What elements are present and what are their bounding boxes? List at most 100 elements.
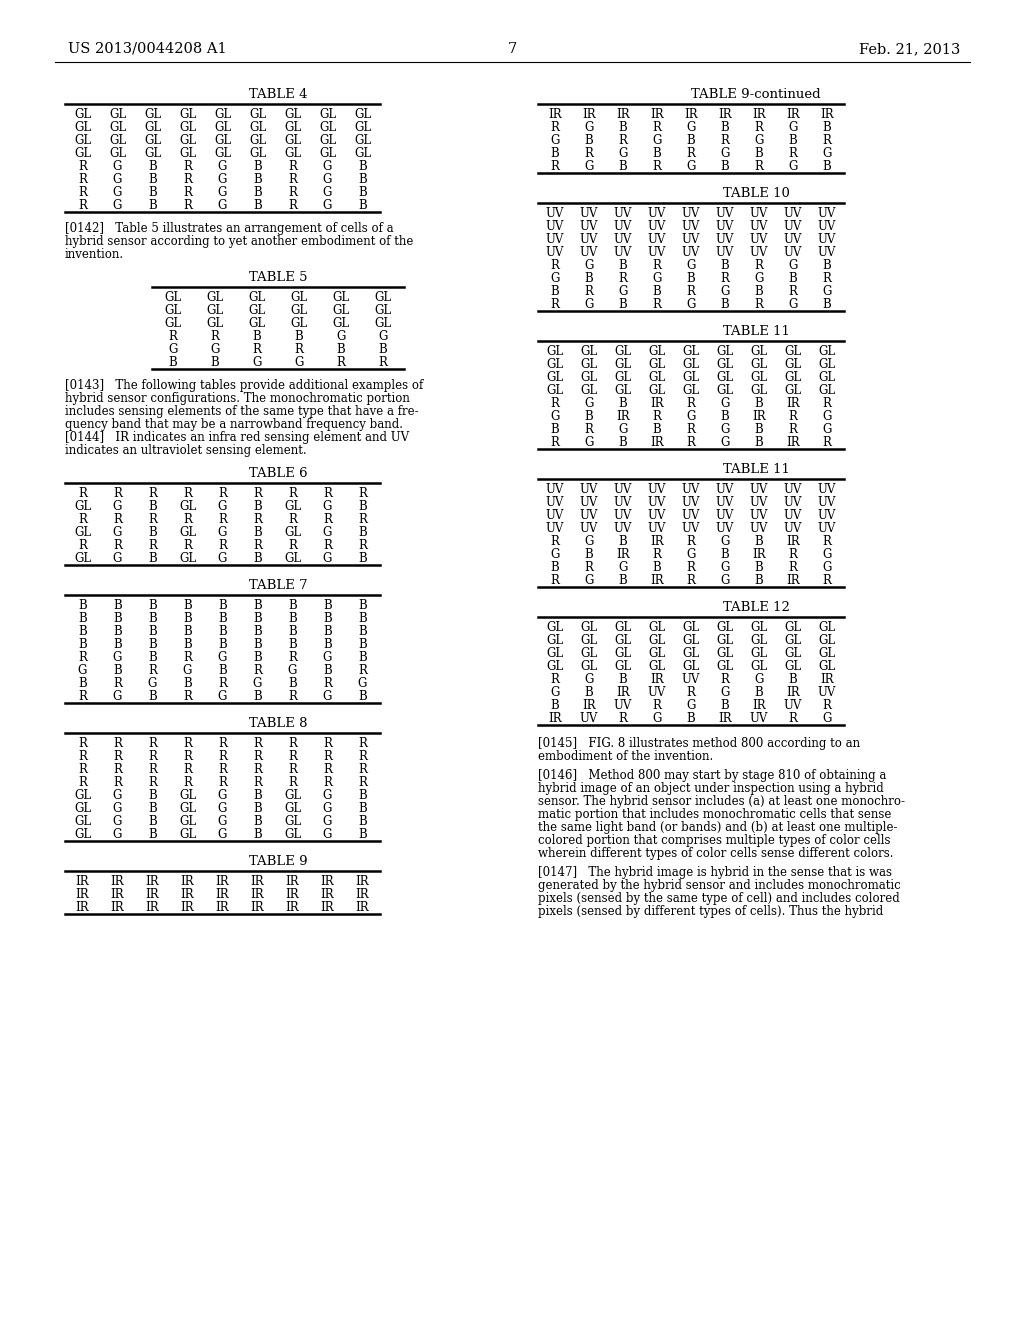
Text: R: R [721,135,729,147]
Text: TABLE 11: TABLE 11 [723,325,790,338]
Text: R: R [183,651,191,664]
Text: GL: GL [109,108,126,121]
Text: G: G [113,500,122,513]
Text: B: B [358,525,367,539]
Text: GL: GL [818,647,836,660]
Text: IR: IR [650,436,664,449]
Text: R: R [169,330,177,343]
Text: B: B [551,700,559,711]
Text: G: G [788,259,798,272]
Text: GL: GL [614,620,632,634]
Text: TABLE 8: TABLE 8 [249,717,307,730]
Text: G: G [218,186,227,199]
Text: GL: GL [214,121,231,135]
Text: G: G [788,298,798,312]
Text: UV: UV [783,246,802,259]
Text: G: G [323,690,332,704]
Text: GL: GL [751,660,768,673]
Text: hybrid sensor configurations. The monochromatic portion: hybrid sensor configurations. The monoch… [65,392,410,405]
Text: R: R [113,487,122,500]
Text: GL: GL [284,814,301,828]
Text: GL: GL [284,135,301,147]
Text: B: B [358,789,367,803]
Text: G: G [686,298,695,312]
Text: R: R [288,199,297,213]
Text: B: B [618,397,628,411]
Text: B: B [337,343,345,356]
Text: R: R [288,776,297,789]
Text: UV: UV [613,207,632,220]
Text: GL: GL [818,384,836,397]
Text: R: R [148,487,157,500]
Text: B: B [585,272,593,285]
Text: B: B [379,343,387,356]
Text: R: R [183,737,191,750]
Text: IR: IR [180,888,195,902]
Text: UV: UV [580,496,598,510]
Text: UV: UV [613,483,632,496]
Text: R: R [788,548,798,561]
Text: R: R [358,776,367,789]
Text: G: G [218,690,227,704]
Text: R: R [218,750,227,763]
Text: GL: GL [74,121,91,135]
Text: B: B [253,651,262,664]
Text: IR: IR [786,574,800,587]
Text: G: G [113,552,122,565]
Text: R: R [288,539,297,552]
Text: GL: GL [179,108,196,121]
Text: B: B [755,397,763,411]
Text: B: B [253,500,262,513]
Text: GL: GL [249,121,266,135]
Text: UV: UV [648,483,667,496]
Text: G: G [113,186,122,199]
Text: R: R [218,737,227,750]
Text: GL: GL [333,290,349,304]
Text: G: G [720,422,730,436]
Text: GL: GL [165,317,181,330]
Text: UV: UV [818,220,837,234]
Text: G: G [113,803,122,814]
Text: G: G [822,561,831,574]
Text: B: B [551,422,559,436]
Text: IR: IR [786,535,800,548]
Text: GL: GL [74,552,91,565]
Text: GL: GL [648,634,666,647]
Text: G: G [720,535,730,548]
Text: GL: GL [682,634,699,647]
Text: B: B [288,624,297,638]
Text: B: B [148,789,157,803]
Text: G: G [652,711,662,725]
Text: R: R [686,686,695,700]
Text: G: G [686,160,695,173]
Text: R: R [183,690,191,704]
Text: GL: GL [751,358,768,371]
Text: B: B [218,638,227,651]
Text: GL: GL [751,620,768,634]
Text: B: B [288,677,297,690]
Text: B: B [253,828,262,841]
Text: quency band that may be a narrowband frequency band.: quency band that may be a narrowband fre… [65,418,403,432]
Text: UV: UV [648,496,667,510]
Text: UV: UV [546,234,564,246]
Text: IR: IR [286,902,299,913]
Text: GL: GL [284,789,301,803]
Text: R: R [551,160,559,173]
Text: IR: IR [76,875,89,888]
Text: GL: GL [717,384,733,397]
Text: B: B [652,285,662,298]
Text: GL: GL [614,371,632,384]
Text: GL: GL [284,500,301,513]
Text: GL: GL [547,358,563,371]
Text: GL: GL [614,634,632,647]
Text: B: B [113,664,122,677]
Text: G: G [822,285,831,298]
Text: UV: UV [716,207,734,220]
Text: R: R [288,651,297,664]
Text: UV: UV [648,234,667,246]
Text: R: R [78,750,87,763]
Text: GL: GL [214,135,231,147]
Text: B: B [721,548,729,561]
Text: GL: GL [784,384,802,397]
Text: IR: IR [820,673,834,686]
